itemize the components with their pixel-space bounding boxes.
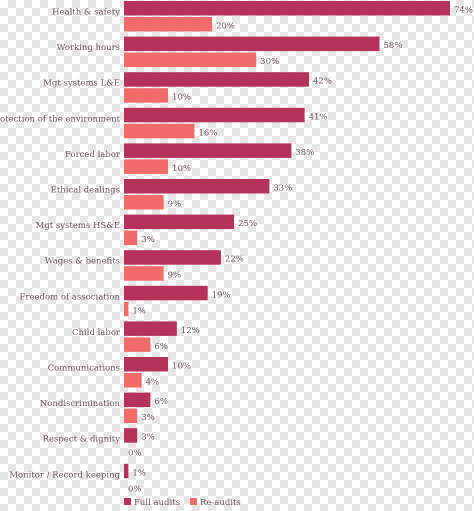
full-audits-bar xyxy=(124,428,138,443)
legend-swatch-re-audits xyxy=(190,498,197,505)
re-audits-value-label: 20% xyxy=(216,22,235,32)
category-label: Communications xyxy=(48,364,120,374)
full-audits-bar xyxy=(124,214,235,230)
full-audits-value-label: 25% xyxy=(238,219,257,229)
full-audits-bar xyxy=(124,143,292,158)
category-label: Protection of the environment xyxy=(0,114,121,124)
full-audits-value-label: 74% xyxy=(454,6,473,16)
full-audits-value-label: 6% xyxy=(154,397,168,407)
re-audits-value-label: 9% xyxy=(168,200,182,210)
re-audits-bar xyxy=(124,373,142,388)
full-audits-value-label: 12% xyxy=(181,326,200,336)
re-audits-value-label: 30% xyxy=(260,57,279,67)
full-audits-bar xyxy=(124,392,151,408)
full-audits-bar xyxy=(124,72,310,87)
full-audits-value-label: 42% xyxy=(313,77,332,87)
category-label: Working hours xyxy=(57,43,120,53)
category-label: Mgt systems L&E xyxy=(43,79,120,89)
category-label: Ethical dealings xyxy=(51,186,120,196)
category-label: Mgt systems HS&E xyxy=(36,221,120,231)
re-audits-value-label: 16% xyxy=(198,128,217,138)
full-audits-bar xyxy=(124,321,177,336)
category-label: Respect & dignity xyxy=(43,435,121,445)
re-audits-bar xyxy=(124,408,138,424)
re-audits-value-label: 10% xyxy=(172,164,191,174)
full-audits-value-label: 58% xyxy=(384,41,403,51)
category-label: Freedom of association xyxy=(20,292,121,302)
full-audits-bar xyxy=(124,36,380,52)
re-audits-bar xyxy=(124,52,257,68)
full-audits-bar xyxy=(124,179,270,194)
full-audits-bar xyxy=(124,250,221,265)
re-audits-value-label: 1% xyxy=(132,306,146,316)
full-audits-bar xyxy=(124,107,305,123)
full-audits-value-label: 1% xyxy=(132,468,146,478)
re-audits-bar xyxy=(124,266,164,281)
full-audits-bar xyxy=(124,463,129,479)
full-audits-bar xyxy=(124,1,450,16)
re-audits-value-label: 6% xyxy=(154,342,168,352)
full-audits-value-label: 3% xyxy=(141,433,155,443)
re-audits-value-label: 3% xyxy=(141,235,155,245)
re-audits-value-label: 10% xyxy=(172,93,191,103)
category-label: Child labor xyxy=(72,328,121,338)
full-audits-value-label: 38% xyxy=(295,148,314,158)
re-audits-bar xyxy=(124,123,195,139)
re-audits-bar xyxy=(124,337,151,352)
re-audits-bar xyxy=(124,159,169,174)
re-audits-bar xyxy=(124,230,138,246)
category-label: Forced labor xyxy=(65,150,121,160)
re-audits-bar xyxy=(124,301,129,317)
category-label: Health & safety xyxy=(52,8,120,18)
re-audits-value-label: 4% xyxy=(146,378,160,388)
full-audits-value-label: 41% xyxy=(309,112,328,122)
legend-swatch-full-audits xyxy=(124,498,131,505)
category-label: Wages & benefits xyxy=(45,257,120,267)
re-audits-value-label: 0% xyxy=(128,484,142,494)
full-audits-bar xyxy=(124,357,169,372)
re-audits-bar xyxy=(124,17,213,32)
legend-label-full-audits: Full audits xyxy=(134,498,180,508)
re-audits-value-label: 9% xyxy=(168,271,182,281)
full-audits-value-label: 22% xyxy=(225,255,244,265)
re-audits-bar xyxy=(124,195,164,210)
re-audits-bar xyxy=(124,88,169,103)
full-audits-value-label: 19% xyxy=(212,290,231,300)
re-audits-value-label: 3% xyxy=(141,413,155,423)
legend-label-re-audits: Re-audits xyxy=(200,498,241,508)
full-audits-bar xyxy=(124,285,208,301)
full-audits-value-label: 10% xyxy=(172,362,191,372)
category-label: Nondiscrimination xyxy=(40,399,121,409)
category-label: Monitor / Record keeping xyxy=(9,470,120,480)
full-audits-value-label: 33% xyxy=(273,184,292,194)
re-audits-value-label: 0% xyxy=(128,449,142,459)
